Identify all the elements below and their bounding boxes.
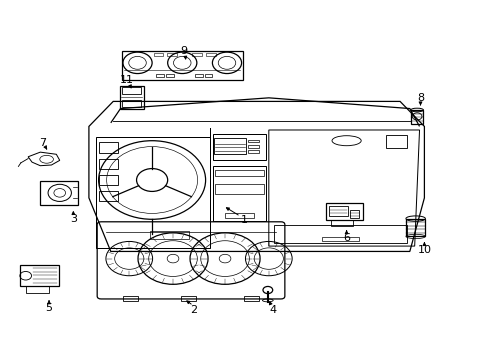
Bar [119,86,143,109]
Bar [385,135,407,148]
Text: 1: 1 [241,215,247,225]
Bar [181,296,196,301]
Text: 2: 2 [189,305,197,315]
Bar [122,87,141,94]
Bar [248,150,259,153]
Bar [99,175,118,185]
Text: 7: 7 [39,138,46,148]
Text: 9: 9 [180,46,187,56]
Bar [26,286,49,293]
Bar [122,296,137,301]
Bar [328,206,347,216]
Bar [214,138,245,154]
Bar [165,73,173,77]
Text: 3: 3 [70,214,77,224]
Bar [195,73,202,77]
Bar [322,237,358,241]
Bar [122,100,141,107]
Bar [405,219,425,237]
Bar [20,265,59,286]
Text: 4: 4 [268,305,276,315]
Bar [325,203,362,220]
Bar [410,110,423,123]
Bar [156,73,163,77]
Bar [350,210,359,217]
Bar [248,140,259,143]
Bar [273,225,407,243]
Bar [192,53,202,56]
Text: 11: 11 [120,75,134,85]
Bar [153,53,163,56]
Bar [149,231,188,239]
Text: 8: 8 [416,93,423,103]
Bar [212,134,266,160]
Bar [215,170,264,176]
Bar [224,213,254,217]
Bar [205,53,215,56]
Bar [99,158,118,169]
Bar [40,181,78,205]
Text: 10: 10 [417,246,430,255]
Bar [99,191,118,202]
Text: 5: 5 [45,302,52,312]
Bar [248,145,259,148]
Bar [99,143,118,153]
Bar [330,220,352,226]
Bar [244,296,259,301]
Bar [204,73,212,77]
Bar [215,184,264,194]
Bar [167,53,177,56]
Text: 6: 6 [343,233,349,243]
Bar [212,166,266,221]
Bar [122,51,242,80]
